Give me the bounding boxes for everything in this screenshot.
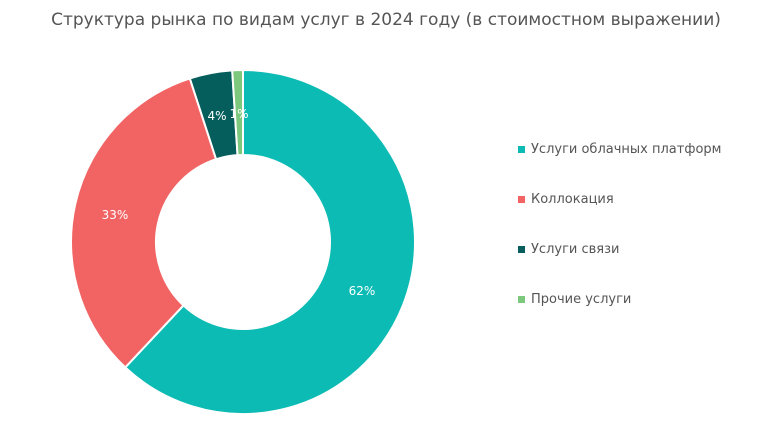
donut-slice[interactable] xyxy=(70,77,218,369)
legend-label: Прочие услуги xyxy=(531,292,632,307)
legend-item-cloud[interactable]: Услуги облачных платформ xyxy=(518,142,721,157)
legend-item-other[interactable]: Прочие услуги xyxy=(518,292,631,307)
legend-swatch-icon xyxy=(518,196,525,203)
donut-slices xyxy=(70,68,416,415)
legend-swatch-icon xyxy=(518,246,525,253)
legend-label: Коллокация xyxy=(531,192,614,207)
legend-swatch-icon xyxy=(518,296,525,303)
legend-label: Услуги облачных платформ xyxy=(531,142,722,157)
legend-item-colocation[interactable]: Коллокация xyxy=(518,192,614,207)
donut-slice[interactable] xyxy=(123,68,416,415)
legend-swatch-icon xyxy=(518,146,525,153)
slice-label-other: 1% xyxy=(229,107,248,121)
slice-label-communication: 4% xyxy=(207,109,226,123)
slice-label-colocation: 33% xyxy=(102,208,129,222)
donut-slice[interactable] xyxy=(231,68,244,157)
chart-title: Структура рынка по видам услуг в 2024 го… xyxy=(51,10,721,30)
slice-label-cloud: 62% xyxy=(349,284,376,298)
legend-item-communication[interactable]: Услуги связи xyxy=(518,242,619,257)
legend-label: Услуги связи xyxy=(531,242,620,257)
